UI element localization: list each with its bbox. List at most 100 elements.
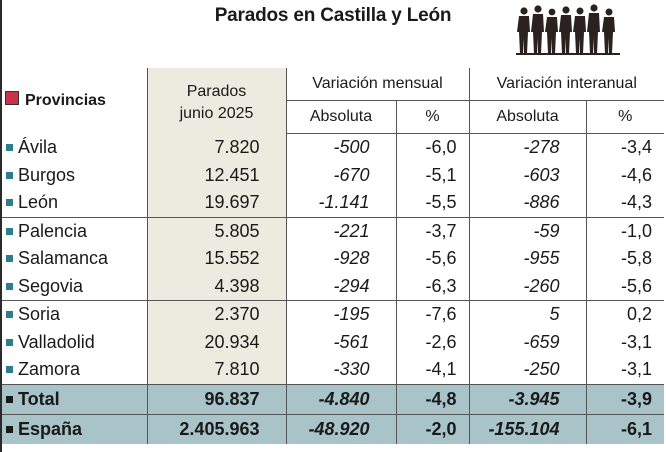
person-figure-5 [573, 7, 586, 54]
espana-row: España 2.405.963 -48.920 -2,0 -155.104 -… [2, 413, 665, 444]
province-name: Burgos [18, 164, 76, 185]
teal-bullet-icon [6, 311, 13, 319]
ground-line [516, 53, 620, 55]
interanual-absoluta-header: Absoluta [468, 100, 586, 134]
mensual-absoluta-value: -195 [285, 300, 396, 329]
person-figure-2 [531, 5, 544, 54]
teal-bullet-icon [6, 171, 13, 179]
teal-bullet-icon [6, 282, 13, 290]
mensual-pct-value: -5,5 [395, 189, 469, 217]
mensual-pct-value: -6,3 [395, 272, 469, 301]
total-label: Total [18, 388, 60, 409]
header-row-1: Provincias Parados junio 2025 Variación m… [2, 68, 665, 134]
province-name: Salamanca [18, 248, 109, 269]
mensual-pct-value: -3,7 [395, 216, 469, 245]
province-name: Ávila [18, 137, 58, 157]
parados-value: 7.820 [146, 133, 286, 162]
parados-value: 19.697 [146, 189, 286, 217]
unemployment-table: Provincias Parados junio 2025 Variación m… [2, 68, 665, 444]
interanual-absoluta-value: -603 [468, 161, 586, 189]
interanual-pct-value: -5,8 [585, 245, 665, 273]
province-name: Soria [18, 304, 61, 325]
table-row: Burgos 12.451 -670 -5,1 -603 -4,6 [2, 161, 665, 189]
table-row: Valladolid 20.934 -561 -2,6 -659 -3,1 [2, 328, 665, 356]
teal-bullet-icon [6, 227, 13, 235]
interanual-absoluta-value: -955 [468, 245, 586, 273]
person-figure-4 [559, 6, 572, 54]
variacion-interanual-header: Variación interanual [468, 68, 665, 101]
person-figure-1 [517, 7, 530, 54]
mensual-absoluta-value: -1.141 [285, 189, 396, 217]
page-title: Parados en Castilla y León [214, 5, 452, 26]
interanual-absoluta-value: -278 [468, 133, 586, 162]
provincias-header: Provincias [2, 68, 147, 134]
interanual-pct-value: -6,1 [585, 413, 665, 444]
table-row: Ávila 7.820 -500 -6,0 -278 -3,4 [2, 133, 665, 162]
parados-value: 12.451 [146, 161, 286, 189]
interanual-pct-value: -4,6 [585, 161, 665, 189]
parados-value: 96.837 [146, 383, 286, 414]
interanual-pct-header: % [585, 100, 665, 134]
interanual-absoluta-value: -250 [468, 356, 586, 384]
province-name: León [18, 192, 59, 213]
interanual-pct-value: -5,6 [585, 272, 665, 301]
red-square-icon [5, 91, 19, 106]
parados-value: 15.552 [146, 245, 286, 273]
table-row: Soria 2.370 -195 -7,6 5 0,2 [2, 300, 665, 329]
interanual-absoluta-value: -659 [468, 328, 586, 356]
total-row: Total 96.837 -4.840 -4,8 -3.945 -3,9 [2, 383, 665, 414]
parados-value: 5.805 [146, 216, 286, 245]
people-queue-icon [516, 4, 620, 55]
mensual-absoluta-value: -670 [285, 161, 396, 189]
teal-bullet-icon [6, 144, 13, 151]
parados-value: 2.405.963 [146, 413, 286, 444]
parados-header: Parados junio 2025 [146, 68, 286, 134]
person-figure-6 [587, 4, 600, 54]
provincias-header-label: Provincias [25, 92, 106, 110]
mensual-absoluta-value: -48.920 [285, 413, 396, 444]
mensual-pct-value: -5,1 [395, 161, 469, 189]
mensual-pct-value: -2,6 [395, 328, 469, 356]
table-row: León 19.697 -1.141 -5,5 -886 -4,3 [2, 189, 665, 217]
mensual-pct-value: -2,0 [395, 413, 469, 444]
interanual-pct-value: -4,3 [585, 189, 665, 217]
teal-bullet-icon [6, 255, 13, 263]
province-name: Segovia [18, 275, 84, 296]
province-name: Palencia [18, 220, 88, 241]
mensual-absoluta-value: -561 [285, 328, 396, 356]
mensual-pct-header: % [395, 100, 469, 134]
parados-value: 20.934 [146, 328, 286, 356]
teal-bullet-icon [6, 366, 13, 374]
interanual-absoluta-value: -3.945 [468, 383, 586, 414]
mensual-pct-value: -4,1 [395, 356, 469, 384]
interanual-absoluta-value: -260 [468, 272, 586, 301]
interanual-pct-value: -1,0 [585, 216, 665, 245]
province-name: Zamora [18, 359, 81, 380]
mensual-absoluta-value: -500 [285, 133, 396, 162]
mensual-pct-value: -5,6 [395, 245, 469, 273]
black-bullet-icon [6, 425, 13, 433]
parados-value: 7.810 [146, 356, 286, 384]
person-figure-7 [602, 8, 615, 54]
person-figure-3 [545, 8, 558, 54]
header-row-2: Absoluta % Absoluta % [2, 100, 665, 134]
variacion-mensual-header: Variación mensual [285, 68, 469, 101]
mensual-absoluta-header: Absoluta [285, 100, 396, 134]
mensual-absoluta-value: -221 [285, 216, 396, 245]
parados-value: 2.370 [146, 300, 286, 329]
left-border-rule [0, 0, 2, 452]
mensual-pct-value: -7,6 [395, 300, 469, 329]
interanual-absoluta-value: -155.104 [468, 413, 586, 444]
table-row: Segovia 4.398 -294 -6,3 -260 -5,6 [2, 272, 665, 301]
interanual-pct-value: -3,9 [585, 383, 665, 414]
interanual-pct-value: 0,2 [585, 300, 665, 329]
interanual-absoluta-value: -886 [468, 189, 586, 217]
parados-header-line2: junio 2025 [179, 104, 254, 122]
table-row: Salamanca 15.552 -928 -5,6 -955 -5,8 [2, 245, 665, 273]
espana-label: España [18, 418, 83, 439]
mensual-absoluta-value: -928 [285, 245, 396, 273]
interanual-absoluta-value: -59 [468, 216, 586, 245]
teal-bullet-icon [6, 199, 13, 207]
mensual-absoluta-value: -294 [285, 272, 396, 301]
